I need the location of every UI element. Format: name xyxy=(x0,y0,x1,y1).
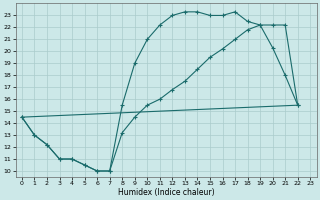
X-axis label: Humidex (Indice chaleur): Humidex (Indice chaleur) xyxy=(118,188,214,197)
